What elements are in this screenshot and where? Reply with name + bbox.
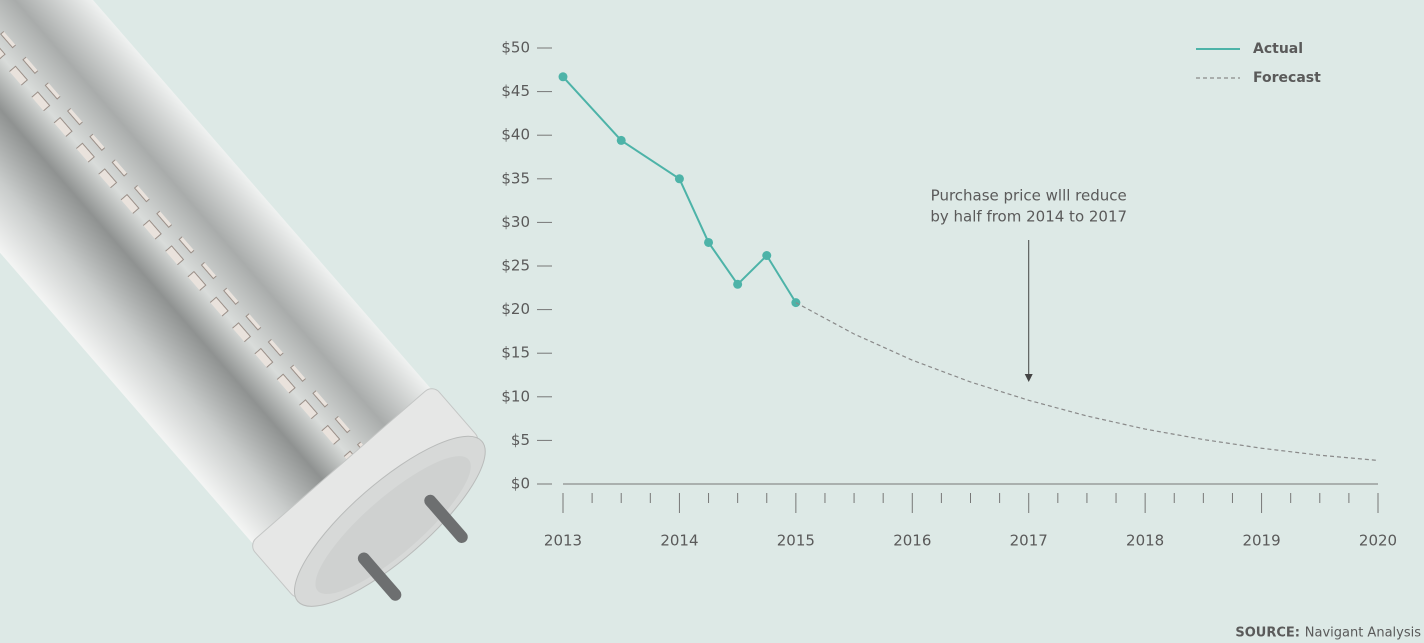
y-tick-label: $10 <box>501 387 530 405</box>
y-tick-label: $25 <box>501 257 530 275</box>
point <box>616 135 626 145</box>
product-photo <box>0 0 486 607</box>
source-label: SOURCE: <box>1235 626 1300 641</box>
x-tick-label: 2017 <box>1010 532 1048 550</box>
point <box>704 237 714 247</box>
x-tick-label: 2014 <box>660 532 698 550</box>
annotation-arrowhead <box>1024 374 1033 382</box>
x-tick-label: 2019 <box>1242 532 1280 550</box>
y-tick-label: $35 <box>501 169 530 187</box>
x-tick-label: 2018 <box>1126 532 1164 550</box>
y-tick-label: $15 <box>501 344 530 362</box>
series-line <box>795 302 1379 462</box>
x-tick-label: 2015 <box>777 532 815 550</box>
y-tick-label: $0 <box>511 475 530 493</box>
y-tick-label: $45 <box>501 82 530 100</box>
y-tick-label: $20 <box>501 300 530 318</box>
y-tick-label: $5 <box>511 431 530 449</box>
annotation: Purchase price wlll reduce <box>931 187 1127 205</box>
y-tick-label: $30 <box>501 213 530 231</box>
point <box>733 279 743 289</box>
annotation: by half from 2014 to 2017 <box>930 208 1127 226</box>
y-tick-label: $50 <box>501 39 530 57</box>
point <box>762 251 772 261</box>
x-tick-label: 2020 <box>1359 532 1397 550</box>
x-tick-label: 2016 <box>893 532 931 550</box>
source: Navigant Analysis <box>1305 626 1421 641</box>
point <box>558 72 568 82</box>
point <box>674 174 684 184</box>
series-line <box>562 76 797 304</box>
y-tick-label: $40 <box>501 126 530 144</box>
x-tick-label: 2013 <box>544 532 582 550</box>
legend-label: Forecast <box>1253 70 1321 86</box>
legend-label: Actual <box>1253 41 1303 57</box>
